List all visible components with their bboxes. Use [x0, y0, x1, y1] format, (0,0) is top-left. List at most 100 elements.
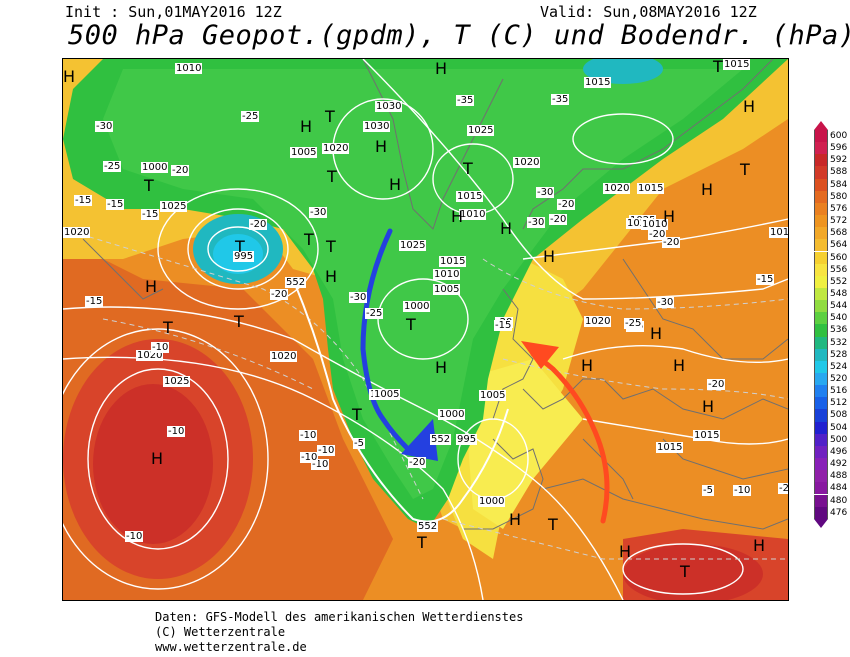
low-pressure-marker: T [144, 176, 154, 195]
legend-label: 584 [830, 179, 848, 190]
temperature-label: -20 [249, 219, 268, 230]
legend-swatch [814, 324, 828, 337]
legend-swatch [814, 215, 828, 228]
footer-url: www.wetterzentrale.de [155, 640, 307, 654]
temperature-label: -20 [270, 289, 289, 300]
pressure-label: 1015 [584, 77, 612, 88]
pressure-label: 1010 [641, 219, 669, 230]
legend-swatch [814, 397, 828, 410]
temperature-label: -10 [317, 445, 336, 456]
legend-swatch [814, 263, 828, 276]
pressure-label: 1005 [373, 389, 401, 400]
pressure-label: 1015 [723, 59, 751, 70]
low-pressure-marker: T [463, 159, 473, 178]
legend-swatch [814, 300, 828, 313]
pressure-label: 1005 [479, 390, 507, 401]
temperature-label: -30 [656, 297, 675, 308]
high-pressure-marker: H [673, 356, 686, 375]
isobars [63, 59, 788, 600]
low-pressure-marker: T [235, 237, 245, 256]
temperature-label: -25 [103, 161, 122, 172]
pressure-label: 1020 [63, 227, 91, 238]
legend-label: 592 [830, 155, 848, 166]
pressure-label: 1000 [403, 301, 431, 312]
temperature-label: -15 [756, 274, 775, 285]
legend-swatch [814, 348, 828, 361]
pressure-label: 1015 [693, 430, 721, 441]
legend-swatch [814, 373, 828, 386]
high-pressure-marker: H [650, 324, 663, 343]
high-pressure-marker: H [753, 536, 766, 555]
temperature-label: -30 [349, 292, 368, 303]
low-pressure-marker: T [325, 107, 335, 126]
high-pressure-marker: H [151, 449, 164, 468]
pressure-label: 1010 [175, 63, 203, 74]
pressure-label: 1020 [603, 183, 631, 194]
high-pressure-marker: H [389, 175, 402, 194]
height-label: 552 [285, 277, 307, 288]
high-pressure-marker: H [375, 137, 388, 156]
yellow-core [463, 359, 583, 529]
height-label: 552 [417, 521, 439, 532]
legend-label: 476 [830, 507, 848, 518]
pressure-label: 1025 [160, 201, 188, 212]
legend-swatch [814, 421, 828, 434]
legend-label: 512 [830, 398, 848, 409]
temperature-label: -20 [557, 199, 576, 210]
pressure-label: 995 [456, 434, 478, 445]
pressure-label: 1000 [438, 409, 466, 420]
low-pressure-marker: T [740, 160, 750, 179]
temperature-label: -25 [241, 111, 260, 122]
legend-label: 600 [830, 131, 848, 141]
legend-label: 492 [830, 459, 848, 470]
legend-swatch [814, 494, 828, 507]
pressure-label: 1015 [456, 191, 484, 202]
low-pressure-marker: T [327, 167, 337, 186]
low-pressure-marker: T [548, 515, 558, 534]
temperature-label: -10 [733, 485, 752, 496]
temperature-label: -10 [151, 342, 170, 353]
high-pressure-marker: H [435, 358, 448, 377]
legend-swatch [814, 482, 828, 495]
pressure-label: 1015 [656, 442, 684, 453]
legend-label: 568 [830, 228, 848, 239]
legend-label: 516 [830, 386, 848, 397]
pressure-label: 1000 [478, 496, 506, 507]
legend-swatch [814, 178, 828, 191]
temperature-label: -30 [309, 207, 328, 218]
legend-label: 596 [830, 143, 848, 154]
legend-swatch [814, 409, 828, 422]
low-pressure-marker: T [680, 562, 690, 581]
legend-label: 548 [830, 288, 848, 299]
temperature-label: -15 [85, 296, 104, 307]
weather-map: 1010 1015 1030 1030 1025 1015 1010 1005 1000 995 1… [62, 58, 789, 601]
pressure-label: 1010 [433, 269, 461, 280]
legend-swatch [814, 336, 828, 349]
low-pressure-marker: T [417, 533, 427, 552]
red-arrow-head [521, 341, 559, 369]
legend-swatch [814, 166, 828, 179]
legend-label: 496 [830, 446, 848, 457]
low-pressure-marker: T [352, 405, 362, 424]
pressure-label: 1010 [769, 227, 788, 238]
pressure-label: 1030 [375, 101, 403, 112]
legend-swatch [814, 142, 828, 155]
high-pressure-marker: H [543, 247, 556, 266]
legend-label: 572 [830, 216, 848, 227]
map-fields [63, 59, 788, 600]
pressure-label: 1020 [584, 316, 612, 327]
legend-label: 524 [830, 361, 848, 372]
legend-top-arrow [814, 121, 828, 130]
temperature-label: -15 [141, 209, 160, 220]
footer-copyright: (C) Wetterzentrale [155, 625, 286, 639]
legend-label: 580 [830, 191, 848, 202]
footer-source: Daten: GFS-Modell des amerikanischen Wet… [155, 610, 524, 624]
legend-swatch [814, 312, 828, 325]
legend-swatch [814, 130, 828, 143]
temperature-label: -10 [125, 531, 144, 542]
pressure-label: 1015 [637, 183, 665, 194]
legend-swatch [814, 470, 828, 483]
legend-label: 588 [830, 167, 848, 178]
blue-arrow-shaft [360, 228, 411, 452]
low-pressure-marker: T [326, 237, 336, 256]
